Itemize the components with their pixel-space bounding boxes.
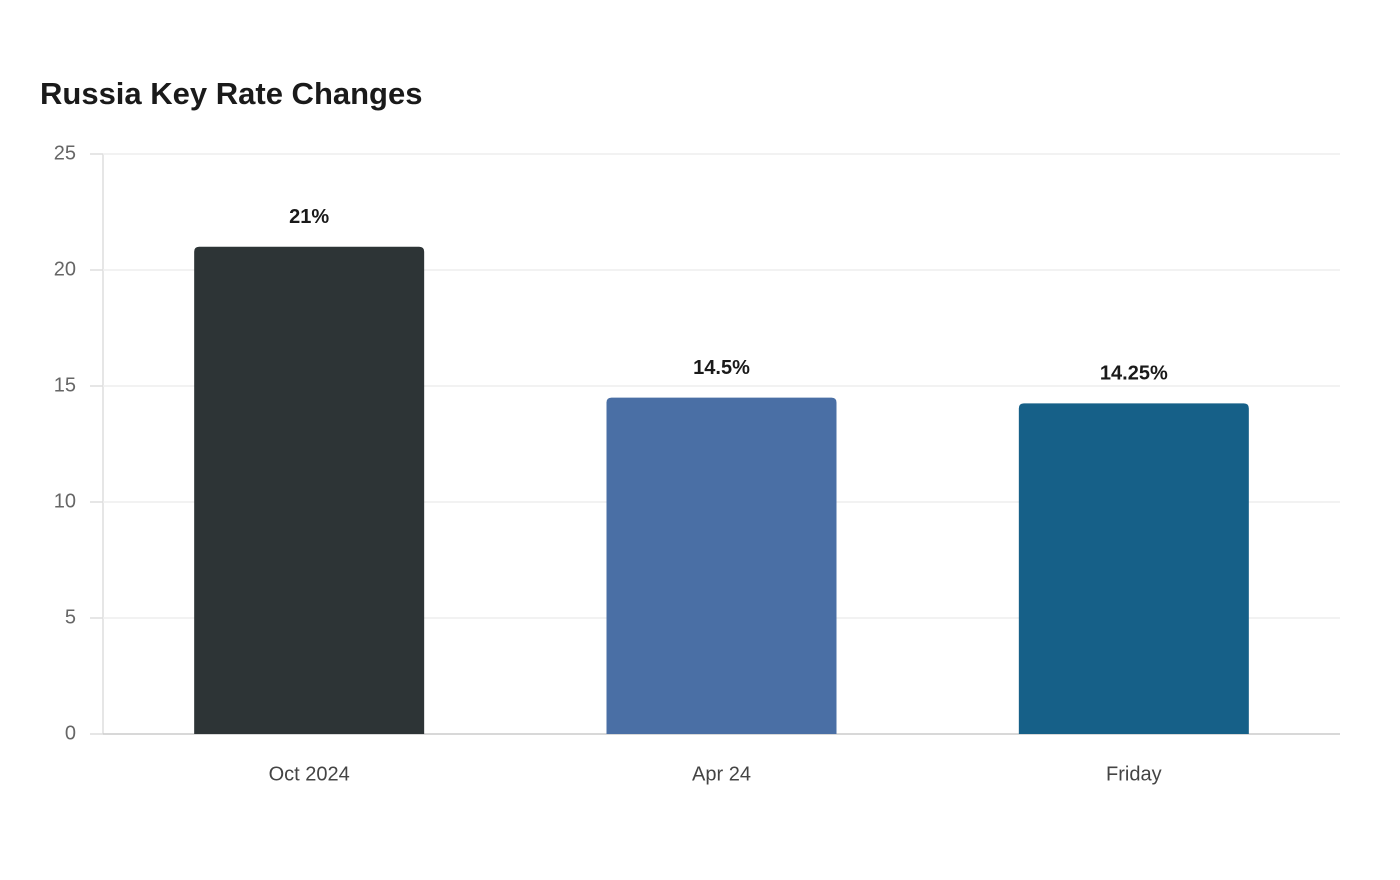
y-tick-label: 0 <box>65 722 76 744</box>
x-tick-label: Apr 24 <box>692 763 751 785</box>
y-tick-label: 10 <box>54 490 76 512</box>
y-tick-label: 20 <box>54 258 76 280</box>
y-tick-label: 15 <box>54 374 76 396</box>
bar <box>1018 403 1249 734</box>
chart-title: Russia Key Rate Changes <box>40 76 422 111</box>
x-tick-label: Friday <box>1106 763 1162 785</box>
bar <box>606 397 837 734</box>
value-label: 14.5% <box>693 357 750 379</box>
bar <box>194 246 425 735</box>
value-label: 21% <box>289 206 329 228</box>
x-tick-label: Oct 2024 <box>269 763 350 785</box>
y-tick-label: 25 <box>54 142 76 164</box>
value-label: 14.25% <box>1100 363 1168 385</box>
y-tick-label: 5 <box>65 606 76 628</box>
